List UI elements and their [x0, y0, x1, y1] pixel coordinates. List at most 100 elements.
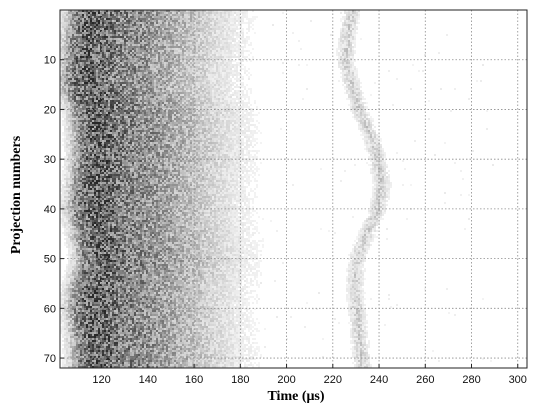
heatmap-cell: [66, 48, 68, 50]
heatmap-cell: [64, 56, 66, 58]
heatmap-cell: [104, 262, 106, 264]
heatmap-cell: [84, 216, 86, 218]
heatmap-cell: [88, 332, 90, 334]
heatmap-cell: [100, 280, 102, 282]
heatmap-cell: [98, 200, 100, 202]
heatmap-cell: [78, 134, 80, 136]
heatmap-cell: [98, 54, 100, 56]
heatmap-cell: [106, 130, 108, 132]
heatmap-cell: [96, 298, 98, 300]
heatmap-cell: [110, 100, 112, 102]
heatmap-cell: [72, 138, 74, 140]
heatmap-cell: [78, 32, 80, 34]
heatmap-cell: [76, 322, 78, 324]
heatmap-cell: [104, 36, 106, 38]
heatmap-cell: [84, 354, 86, 356]
heatmap-cell: [90, 188, 92, 190]
heatmap-cell: [68, 54, 70, 56]
heatmap-cell: [90, 360, 92, 362]
heatmap-cell: [80, 218, 82, 220]
heatmap-cell: [66, 300, 68, 302]
heatmap-cell: [66, 184, 68, 186]
heatmap-cell: [116, 144, 118, 146]
heatmap-cell: [72, 188, 74, 190]
heatmap-cell: [74, 80, 76, 82]
heatmap-cell: [106, 172, 108, 174]
heatmap-cell: [84, 104, 86, 106]
heatmap-cell: [104, 138, 106, 140]
heatmap-cell: [76, 334, 78, 336]
heatmap-cell: [110, 64, 112, 66]
heatmap-cell: [110, 206, 112, 208]
heatmap-cell: [100, 278, 102, 280]
heatmap-cell: [72, 230, 74, 232]
heatmap-cell: [94, 14, 96, 16]
heatmap-cell: [114, 270, 116, 272]
heatmap-cell: [116, 300, 118, 302]
heatmap-cell: [108, 264, 110, 266]
heatmap-cell: [98, 120, 100, 122]
heatmap-cell: [100, 348, 102, 350]
heatmap-cell: [108, 180, 110, 182]
heatmap-cell: [90, 42, 92, 44]
heatmap-cell: [66, 18, 68, 20]
heatmap-cell: [88, 90, 90, 92]
heatmap-cell: [72, 42, 74, 44]
heatmap-cell: [102, 90, 104, 92]
heatmap-cell: [94, 358, 96, 360]
heatmap-cell: [106, 350, 108, 352]
heatmap-cell: [106, 186, 108, 188]
heatmap-cell: [114, 184, 116, 186]
heatmap-cell: [78, 156, 80, 158]
heatmap-cell: [110, 324, 112, 326]
heatmap-cell: [64, 204, 66, 206]
heatmap-cell: [106, 210, 108, 212]
heatmap-cell: [100, 184, 102, 186]
heatmap-cell: [76, 78, 78, 80]
heatmap-cell: [106, 364, 108, 366]
heatmap-cell: [98, 108, 100, 110]
heatmap-cell: [116, 94, 118, 96]
heatmap-cell: [114, 342, 116, 344]
heatmap-cell: [96, 232, 98, 234]
heatmap-cell: [100, 16, 102, 18]
heatmap-cell: [66, 102, 68, 104]
heatmap-cell: [70, 30, 72, 32]
heatmap-cell: [90, 134, 92, 136]
heatmap-cell: [106, 138, 108, 140]
heatmap-cell: [98, 64, 100, 66]
heatmap-cell: [94, 26, 96, 28]
heatmap-cell: [62, 140, 64, 142]
heatmap-cell: [108, 32, 110, 34]
heatmap-cell: [110, 280, 112, 282]
heatmap-cell: [72, 122, 74, 124]
heatmap-cell: [86, 340, 88, 342]
heatmap-cell: [114, 134, 116, 136]
heatmap-cell: [116, 256, 118, 258]
heatmap-cell: [100, 306, 102, 308]
heatmap-cell: [98, 324, 100, 326]
heatmap-cell: [72, 18, 74, 20]
heatmap-cell: [106, 304, 108, 306]
heatmap-cell: [110, 130, 112, 132]
heatmap-cell: [108, 200, 110, 202]
heatmap-cell: [112, 288, 114, 290]
heatmap-cell: [98, 236, 100, 238]
heatmap-cell: [86, 316, 88, 318]
heatmap-cell: [110, 318, 112, 320]
heatmap-cell: [64, 164, 66, 166]
heatmap-cell: [84, 86, 86, 88]
heatmap-cell: [114, 226, 116, 228]
heatmap-cell: [72, 38, 74, 40]
heatmap-cell: [72, 56, 74, 58]
heatmap-cell: [96, 158, 98, 160]
heatmap-cell: [98, 94, 100, 96]
heatmap-cell: [96, 204, 98, 206]
heatmap-cell: [76, 40, 78, 42]
heatmap-cell: [104, 166, 106, 168]
heatmap-cell: [78, 78, 80, 80]
heatmap-cell: [92, 296, 94, 298]
heatmap-cell: [62, 348, 64, 350]
heatmap-cell: [78, 56, 80, 58]
heatmap-cell: [100, 36, 102, 38]
